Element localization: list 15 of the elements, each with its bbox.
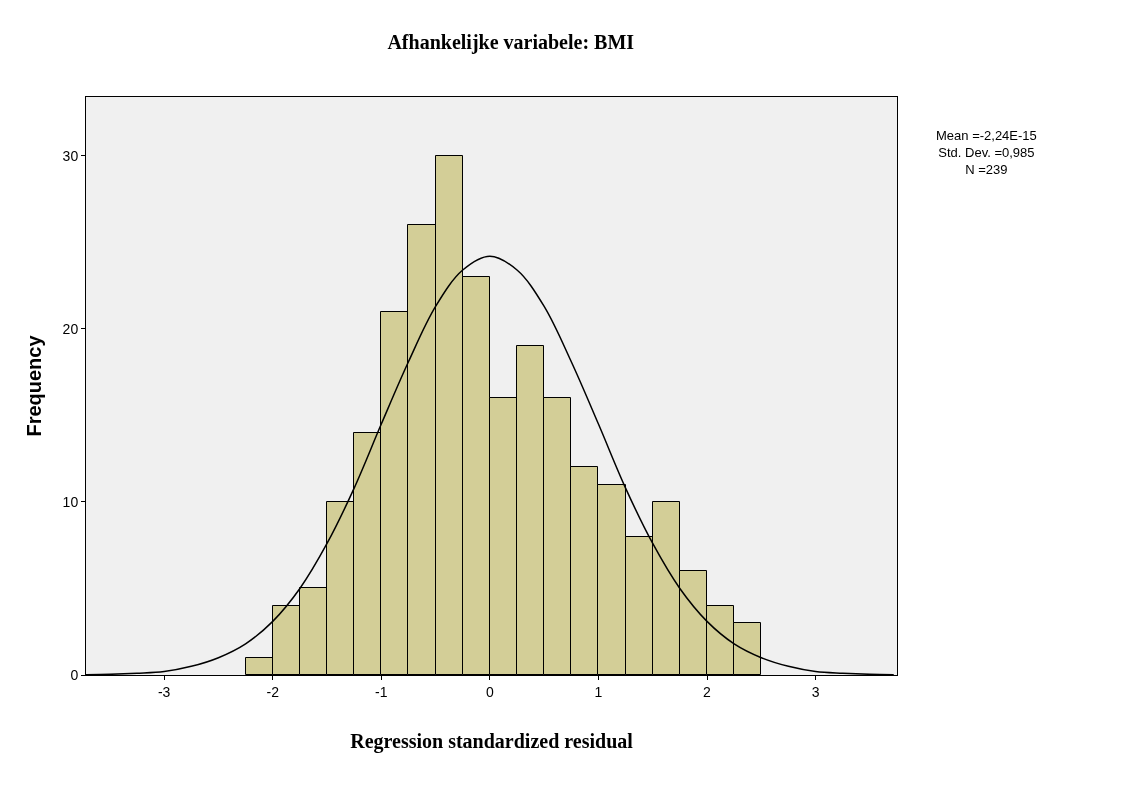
y-tick-label: 10: [62, 493, 79, 510]
x-tick-label: 3: [811, 683, 820, 700]
x-tick-label: -2: [266, 683, 280, 700]
x-tick-label: -3: [157, 683, 171, 700]
chart-title: Afhankelijke variabele: BMI: [387, 31, 635, 55]
x-tick-label: 1: [594, 683, 603, 700]
y-tick-label: 0: [70, 666, 79, 683]
x-axis-title: Regression standardized residual: [350, 730, 634, 754]
x-tick-label: 2: [703, 683, 712, 700]
y-tick-label: 30: [62, 147, 79, 164]
x-tick-label: -1: [375, 683, 388, 700]
text: Mean =-2,24E-15 Std. Dev. =0,985 N =239: [936, 128, 1037, 177]
x-tick-label: 0: [485, 683, 494, 700]
y-axis-title: Frequency: [23, 334, 46, 437]
y-tick-label: 20: [62, 320, 79, 337]
